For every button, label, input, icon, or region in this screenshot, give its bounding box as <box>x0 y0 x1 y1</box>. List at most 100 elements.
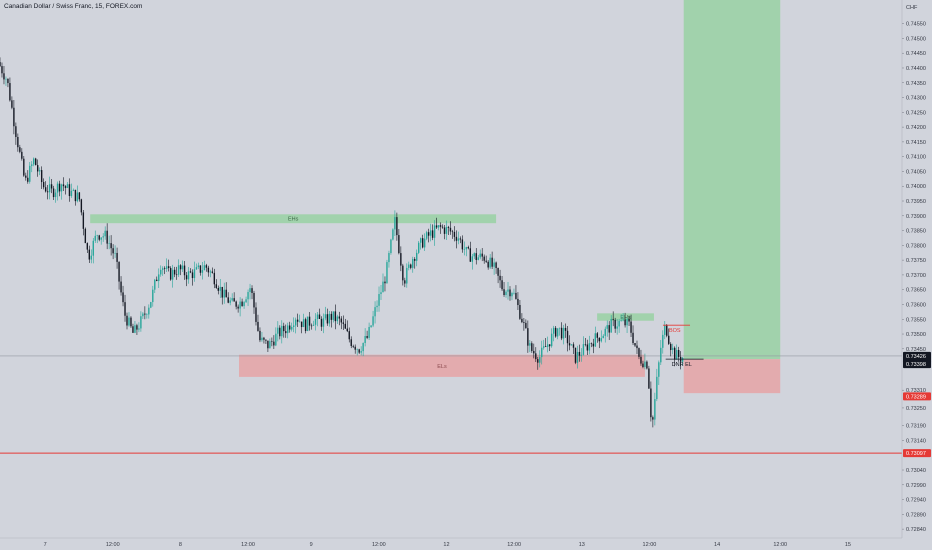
candle-body <box>356 349 358 350</box>
candle-body <box>279 327 281 337</box>
candle-body <box>469 248 472 262</box>
candle-body <box>509 289 511 297</box>
candle-body <box>80 199 83 213</box>
candle-body <box>56 183 59 193</box>
candle-body <box>616 326 618 329</box>
candle-body <box>31 164 33 166</box>
candle-body <box>564 327 567 331</box>
candle-body <box>364 336 366 343</box>
candle-body <box>130 317 132 327</box>
candle-body <box>120 281 122 293</box>
candle-body <box>650 388 652 418</box>
candle-body <box>541 347 543 358</box>
candle-body <box>304 319 307 331</box>
candle-body <box>40 170 43 183</box>
candle-body <box>90 255 92 260</box>
price-tick-label: 0.72890 <box>906 512 926 518</box>
candle-body <box>521 318 523 323</box>
candle-body <box>316 314 319 319</box>
chart-title: Canadian Dollar / Swiss Franc, 15, FOREX… <box>4 3 143 10</box>
candle-body <box>62 184 65 187</box>
annotation-label-1: DNR EL <box>672 362 692 368</box>
candle-body <box>350 339 352 347</box>
candle-body <box>366 336 368 338</box>
candle-body <box>243 302 245 307</box>
candle-body <box>505 291 507 295</box>
candle-body <box>275 333 277 346</box>
candle-body <box>416 252 418 261</box>
candle-body <box>338 316 341 319</box>
zone-label-0: EHs <box>288 217 299 223</box>
zone-label-2: EHs <box>620 315 631 321</box>
candle-body <box>418 242 420 253</box>
zone-red-4[interactable] <box>683 359 781 394</box>
price-tick-label: 0.73650 <box>906 288 926 294</box>
candle-body <box>255 307 257 322</box>
candle-body <box>346 328 348 332</box>
price-badge-label-3: 0.73097 <box>906 451 926 457</box>
zone-red-1[interactable] <box>239 354 645 377</box>
price-tick-label: 0.74450 <box>906 51 926 57</box>
price-tick-label: 0.73450 <box>906 347 926 353</box>
candle-body <box>427 232 430 236</box>
candle-body <box>253 292 255 308</box>
candle-body <box>394 217 396 230</box>
candle-body <box>38 170 41 172</box>
candle-body <box>620 320 622 321</box>
time-tick-label: 14 <box>714 542 720 548</box>
candle-body <box>423 238 426 248</box>
candle-body <box>533 350 535 354</box>
candle-body <box>60 184 63 192</box>
candle-body <box>116 252 118 262</box>
candle-body <box>501 280 503 290</box>
candle-body <box>439 225 442 227</box>
candle-body <box>535 353 537 360</box>
price-axis[interactable]: CHF 0.74550 0.74500 0.74450 0.74400 0.74350 0.… <box>901 0 932 550</box>
candle-body <box>672 347 674 350</box>
time-axis[interactable]: 7 12:00 8 12:00 9 12:00 12 12:00 13 12:00 14 12:00 1… <box>0 537 932 550</box>
price-badge-label-1: 0.73398 <box>906 362 926 368</box>
candle-body <box>668 335 670 344</box>
candle-body <box>114 252 116 254</box>
candle-body <box>162 268 164 270</box>
candle-body <box>37 165 39 172</box>
candle-body <box>499 275 501 281</box>
price-tick-label: 0.74250 <box>906 110 926 116</box>
candle-body <box>289 325 291 330</box>
candle-body <box>519 305 521 319</box>
candle-body <box>9 83 11 101</box>
candle-body <box>126 315 128 326</box>
candle-body <box>443 227 446 234</box>
annotations-layer: BOS DNR EL <box>662 324 704 368</box>
candle-body <box>70 190 73 197</box>
price-tick-label: 0.73550 <box>906 317 926 323</box>
candle-body <box>378 294 380 306</box>
candle-body <box>112 248 114 254</box>
zone-green-0[interactable] <box>90 214 497 224</box>
price-tick-label: 0.74050 <box>906 169 926 175</box>
candle-body <box>110 243 112 249</box>
price-tick-label: 0.73850 <box>906 229 926 235</box>
candle-body <box>294 319 297 326</box>
zone-green-2[interactable] <box>597 313 654 321</box>
candle-body <box>451 231 454 233</box>
time-axis-bg[interactable] <box>0 538 932 550</box>
candle-body <box>368 326 370 338</box>
candle-body <box>211 271 214 273</box>
price-tick-label: 0.73700 <box>906 273 926 279</box>
candle-body <box>360 351 362 353</box>
candle-body <box>183 265 186 276</box>
candle-body <box>527 328 529 346</box>
candle-body <box>277 327 279 334</box>
price-tick-label: 0.74400 <box>906 66 926 72</box>
candle-body <box>108 243 110 244</box>
time-tick-label: 12:00 <box>507 542 521 548</box>
candle-body <box>675 349 678 360</box>
price-axis-bg[interactable] <box>902 0 932 550</box>
candle-body <box>296 319 299 322</box>
zone-green-3[interactable] <box>683 0 781 360</box>
candle-body <box>628 318 630 322</box>
candle-body <box>102 236 104 238</box>
